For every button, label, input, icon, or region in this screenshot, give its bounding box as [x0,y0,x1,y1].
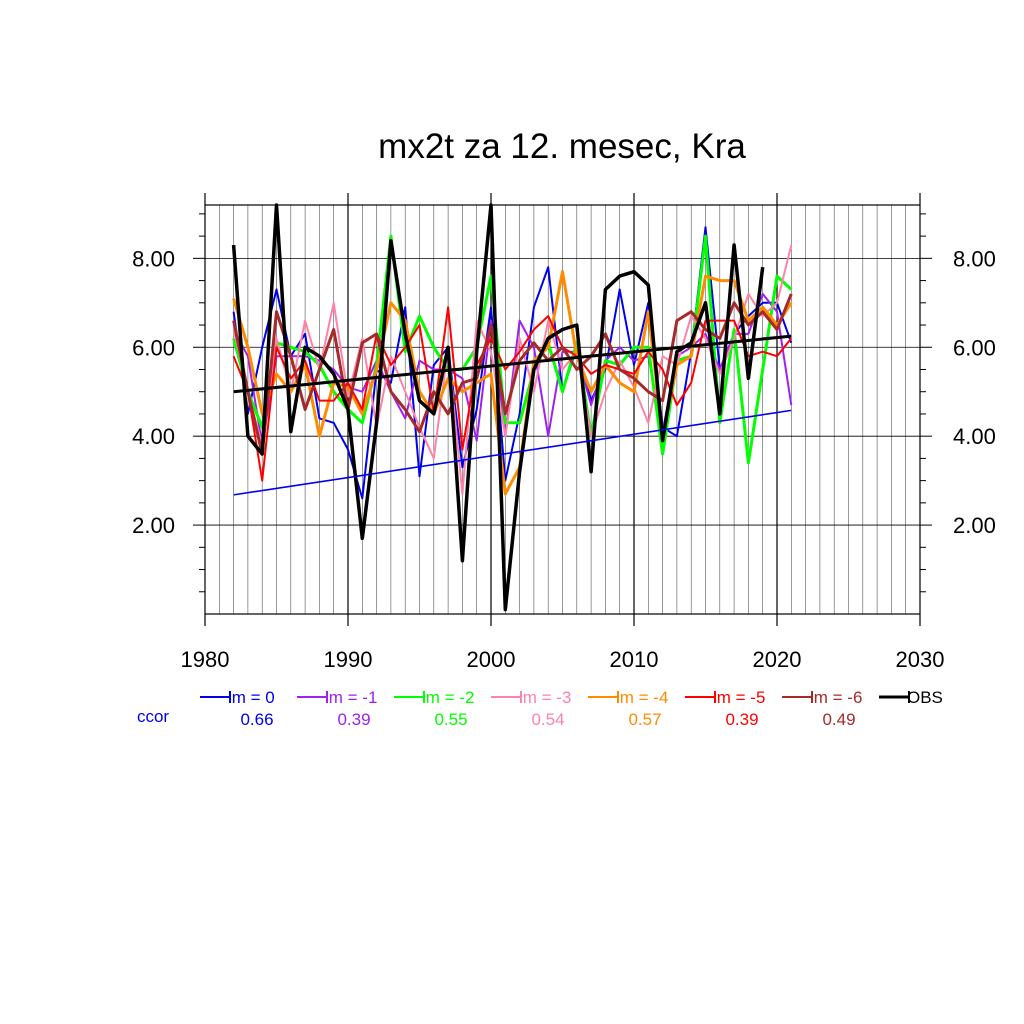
plot-frame [204,204,921,615]
ccor-value: 0.54 [531,710,564,729]
legend-label: lm = -6 [810,688,862,707]
series-line-4 [232,270,793,496]
y-tick-label-left: 4.00 [132,424,175,449]
axes: 1980 1990 2000 2010 2020 2030 2.00 2.00 4.00 4.00… [132,193,996,672]
x-tick-label: 1980 [181,647,230,672]
ccor-label: ccor [137,707,169,726]
series-line-7 [231,203,765,612]
legend: lm = 0 0.66 lm = -1 0.39 lm = -2 0.55 lm = -3 0… [137,688,943,729]
series-line-5 [232,306,793,482]
x-tick-label: 2000 [467,647,516,672]
y-tick-label-right: 6.00 [953,335,996,360]
series-line-2 [232,234,793,465]
legend-label: lm = -3 [519,688,571,707]
trend-line-1 [233,334,792,394]
chart-title: mx2t za 12. mesec, Kra [378,127,746,166]
ccor-value: 0.57 [628,710,661,729]
x-tick-label: 2030 [896,647,945,672]
legend-label: OBS [907,688,943,707]
legend-label: lm = 0 [228,688,275,707]
trend-lines [233,334,792,496]
y-tick-label-right: 2.00 [953,513,996,538]
ccor-value: 0.55 [434,710,467,729]
ccor-value: 0.39 [725,710,758,729]
y-tick-label-left: 6.00 [132,335,175,360]
y-tick-label-right: 4.00 [953,424,996,449]
grid [205,205,920,614]
x-tick-label: 1990 [324,647,373,672]
legend-label: lm = -5 [713,688,765,707]
y-tick-label-right: 8.00 [953,246,996,271]
legend-label: lm = -1 [325,688,377,707]
series-group [231,203,793,612]
ccor-value: 0.39 [337,710,370,729]
ccor-value: 0.66 [240,710,273,729]
x-tick-label: 2010 [610,647,659,672]
ccor-value: 0.49 [822,710,855,729]
legend-label: lm = -2 [422,688,474,707]
x-tick-label: 2020 [753,647,802,672]
trend-line-0 [233,409,792,496]
y-tick-label-left: 2.00 [132,513,175,538]
legend-label: lm = -4 [616,688,668,707]
y-tick-label-left: 8.00 [132,246,175,271]
